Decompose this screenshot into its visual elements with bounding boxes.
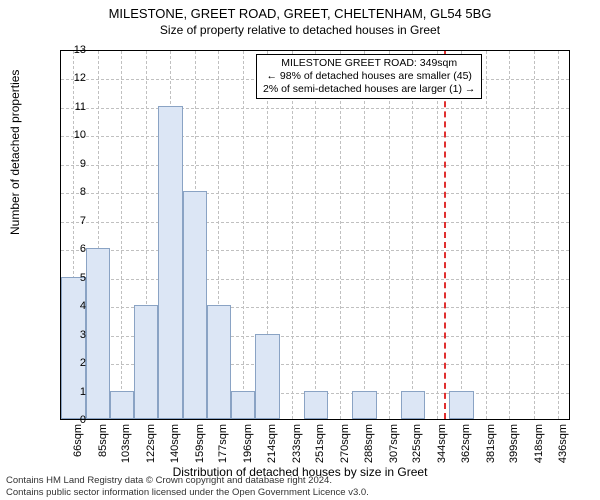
x-tick-label: 436sqm (557, 424, 569, 464)
histogram-bar (449, 391, 474, 419)
y-tick-label: 8 (66, 186, 86, 198)
gridline-v (534, 51, 535, 419)
x-tick-label: 325sqm (411, 424, 423, 464)
histogram-bar (86, 248, 110, 419)
y-axis-title: Number of detached properties (8, 70, 22, 235)
footer-line2: Contains public sector information licen… (6, 487, 369, 498)
y-tick-label: 7 (66, 215, 86, 227)
gridline-v (509, 51, 510, 419)
y-tick-label: 5 (66, 272, 86, 284)
y-tick-label: 4 (66, 300, 86, 312)
gridline-v (243, 51, 244, 419)
histogram-bar (255, 334, 280, 419)
y-tick-label: 12 (66, 72, 86, 84)
chart-title-sub: Size of property relative to detached ho… (0, 21, 600, 37)
gridline-v (121, 51, 122, 419)
x-tick-label: 122sqm (145, 424, 157, 464)
gridline-v (558, 51, 559, 419)
plot-area: MILESTONE GREET ROAD: 349sqm← 98% of det… (60, 50, 570, 420)
gridline-v (364, 51, 365, 419)
annotation-line2: ← 98% of detached houses are smaller (45… (263, 70, 475, 83)
gridline-v (292, 51, 293, 419)
y-tick-label: 6 (66, 243, 86, 255)
footer-attribution: Contains HM Land Registry data © Crown c… (6, 475, 369, 498)
gridline-v (389, 51, 390, 419)
x-tick-label: 288sqm (363, 424, 375, 464)
histogram-bar (61, 277, 86, 419)
annotation-box: MILESTONE GREET ROAD: 349sqm← 98% of det… (256, 54, 482, 99)
x-tick-label: 214sqm (266, 424, 278, 464)
gridline-v (461, 51, 462, 419)
x-tick-label: 66sqm (72, 424, 84, 464)
x-tick-label: 362sqm (460, 424, 472, 464)
property-marker-line (444, 51, 446, 419)
y-tick-label: 13 (66, 44, 86, 56)
x-tick-label: 233sqm (291, 424, 303, 464)
y-tick-label: 2 (66, 357, 86, 369)
x-tick-label: 85sqm (97, 424, 109, 464)
y-tick-label: 10 (66, 129, 86, 141)
x-tick-label: 270sqm (339, 424, 351, 464)
histogram-bar (352, 391, 377, 419)
y-tick-label: 3 (66, 329, 86, 341)
histogram-bar (304, 391, 329, 419)
histogram-bar (231, 391, 255, 419)
x-tick-label: 418sqm (533, 424, 545, 464)
histogram-bar (183, 191, 207, 419)
chart-container: MILESTONE GREET ROAD: 349sqm← 98% of det… (60, 50, 570, 420)
histogram-bar (158, 106, 183, 419)
y-tick-label: 11 (66, 101, 86, 113)
x-tick-label: 344sqm (436, 424, 448, 464)
annotation-line1: MILESTONE GREET ROAD: 349sqm (263, 57, 475, 70)
x-tick-label: 140sqm (169, 424, 181, 464)
x-tick-label: 381sqm (485, 424, 497, 464)
chart-title-main: MILESTONE, GREET ROAD, GREET, CHELTENHAM… (0, 0, 600, 21)
y-tick-label: 9 (66, 158, 86, 170)
histogram-bar (207, 305, 232, 419)
footer-line1: Contains HM Land Registry data © Crown c… (6, 475, 369, 486)
gridline-v (315, 51, 316, 419)
histogram-bar (401, 391, 426, 419)
x-tick-label: 399sqm (508, 424, 520, 464)
x-tick-label: 159sqm (194, 424, 206, 464)
gridline-v (340, 51, 341, 419)
x-tick-label: 103sqm (120, 424, 132, 464)
y-tick-label: 1 (66, 386, 86, 398)
x-tick-label: 307sqm (388, 424, 400, 464)
gridline-v (412, 51, 413, 419)
gridline-v (437, 51, 438, 419)
histogram-bar (134, 305, 158, 419)
x-tick-label: 196sqm (242, 424, 254, 464)
histogram-bar (110, 391, 135, 419)
x-tick-label: 177sqm (217, 424, 229, 464)
gridline-v (486, 51, 487, 419)
annotation-line3: 2% of semi-detached houses are larger (1… (263, 83, 475, 96)
x-tick-label: 251sqm (314, 424, 326, 464)
